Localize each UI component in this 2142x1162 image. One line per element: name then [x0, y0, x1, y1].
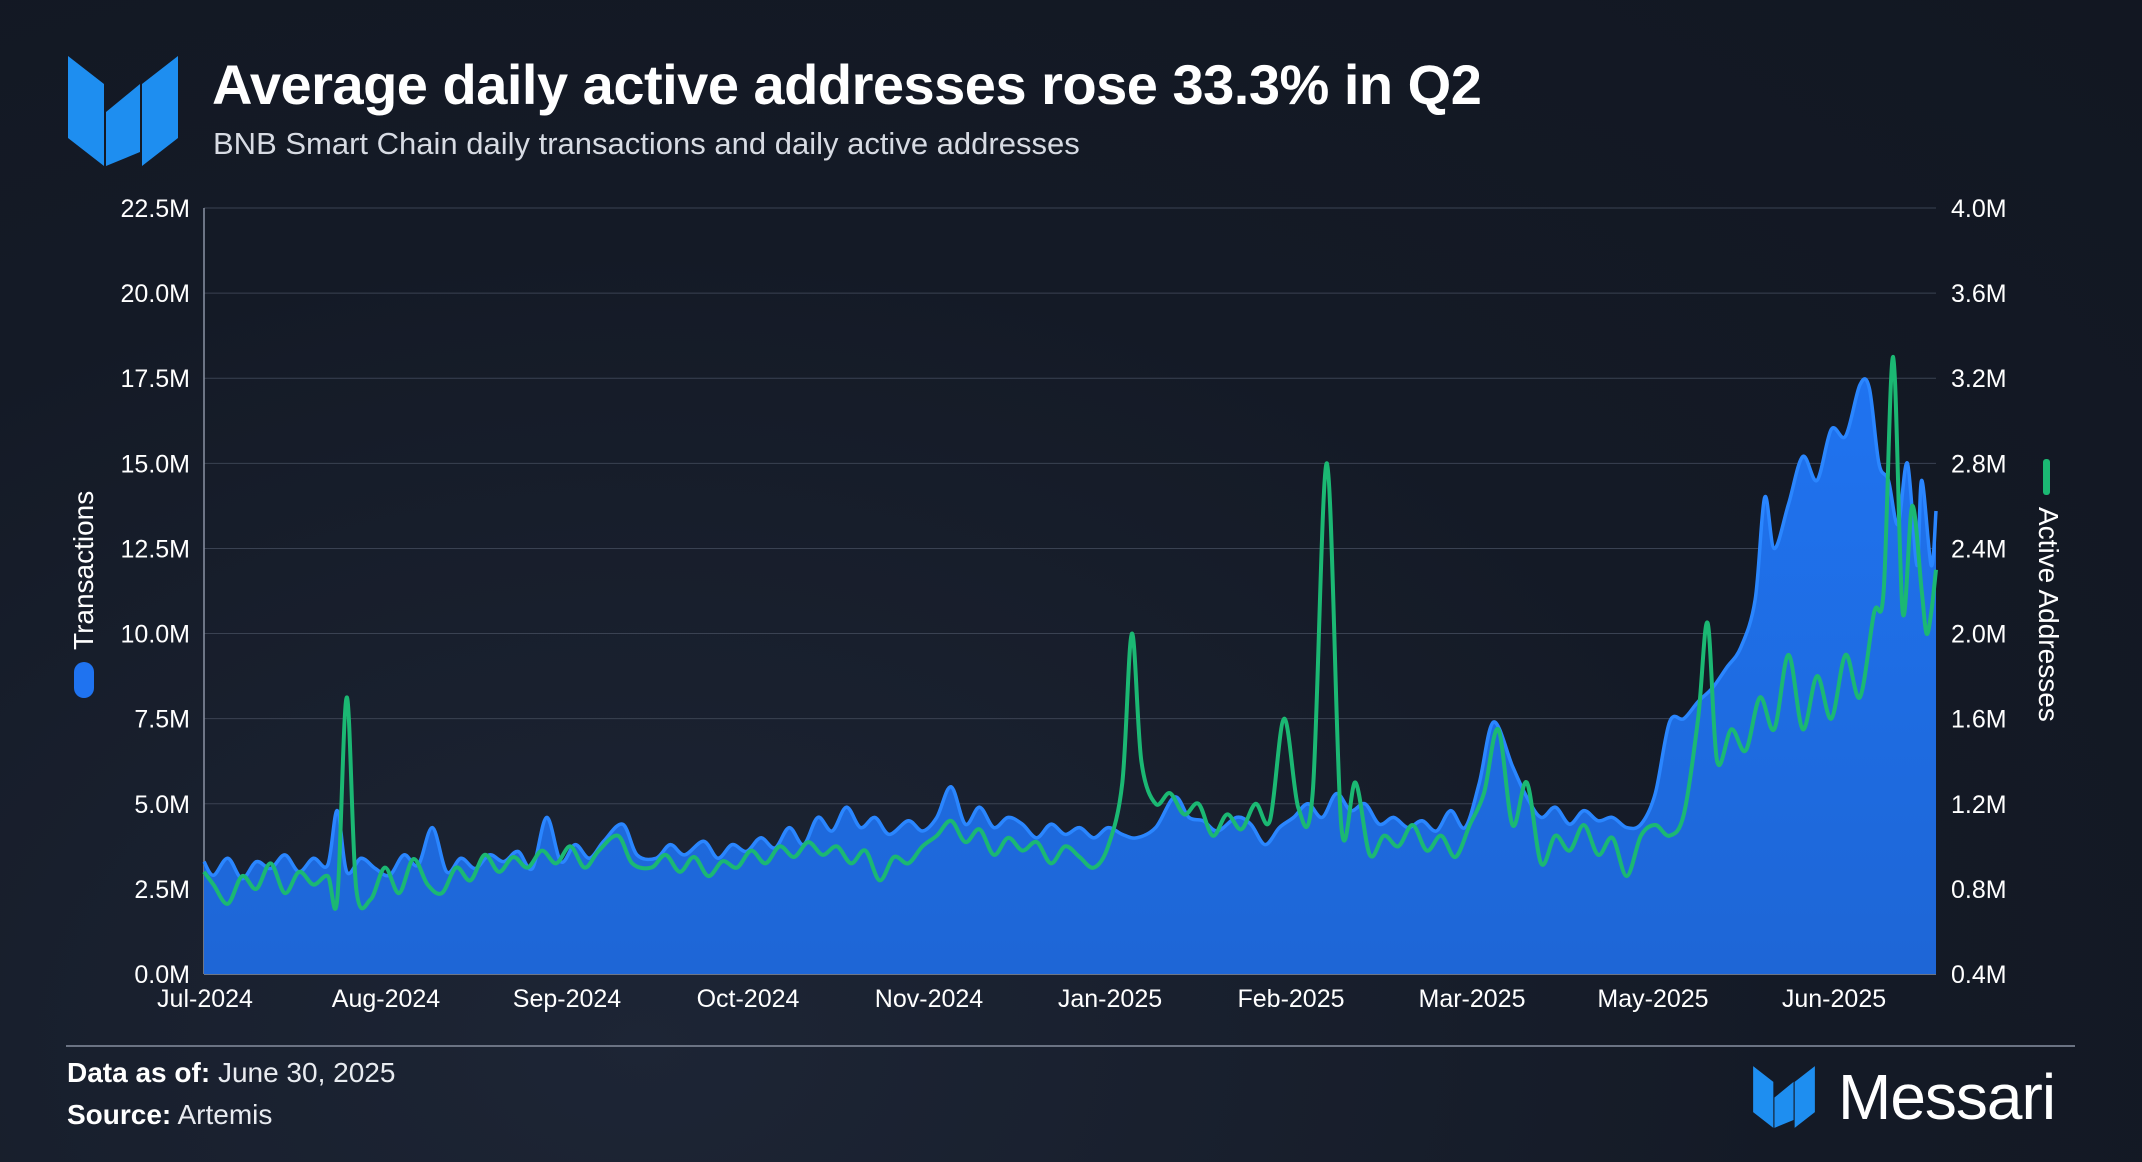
- left-axis-label: Transactions: [68, 491, 99, 650]
- left-tick-label: 12.5M: [121, 535, 190, 563]
- right-tick-label: 4.0M: [1951, 195, 2007, 223]
- x-tick-label: Jun-2025: [1782, 985, 1886, 1013]
- right-tick-label: 1.6M: [1951, 706, 2007, 734]
- left-tick-label: 7.5M: [134, 706, 190, 734]
- data-as-of-label: Data as of:: [67, 1057, 211, 1088]
- right-tick-label: 0.8M: [1951, 876, 2007, 904]
- x-tick-label: Jul-2024: [157, 985, 253, 1013]
- x-tick-label: Nov-2024: [875, 985, 983, 1013]
- x-tick-label: Mar-2025: [1419, 985, 1526, 1013]
- x-tick-label: Sep-2024: [513, 985, 622, 1013]
- active-addresses-series: [202, 354, 1938, 911]
- left-tick-label: 0.0M: [134, 961, 190, 989]
- x-axis-ticks: Jul-2024 Aug-2024 Sep-2024 Oct-2024 Nov-2024…: [157, 985, 1886, 1013]
- left-tick-label: 20.0M: [121, 280, 190, 308]
- data-as-of: Data as of: June 30, 2025: [67, 1057, 395, 1089]
- active-addresses-line: [202, 354, 1938, 911]
- transactions-series: [202, 377, 1938, 974]
- x-tick-label: May-2025: [1597, 985, 1708, 1013]
- source-value: Artemis: [177, 1099, 273, 1130]
- x-tick-label: Feb-2025: [1237, 985, 1344, 1013]
- x-tick-label: Aug-2024: [332, 985, 441, 1013]
- footer-divider: [66, 1045, 1076, 1047]
- brand-lockup: Messari: [1752, 1061, 2056, 1133]
- brand-name: Messari: [1838, 1061, 2056, 1133]
- active-addresses-legend-marker: [2043, 459, 2050, 495]
- right-axis-label: Active Addresses: [2033, 507, 2064, 722]
- source: Source: Artemis: [67, 1099, 272, 1131]
- data-as-of-value: June 30, 2025: [217, 1057, 396, 1088]
- messari-logo-icon: [68, 56, 178, 166]
- left-axis-ticks: 0.0M 2.5M 5.0M 7.5M 10.0M 12.5M 15.0M 17.5M 20.0…: [121, 195, 190, 989]
- right-tick-label: 2.8M: [1951, 450, 2007, 478]
- x-tick-label: Oct-2024: [697, 985, 800, 1013]
- messari-brand-icon: [1753, 1066, 1815, 1128]
- left-tick-label: 10.0M: [121, 621, 190, 649]
- left-axis-title: Transactions: [68, 491, 99, 698]
- transactions-area: [204, 378, 1936, 974]
- left-tick-label: 5.0M: [134, 791, 190, 819]
- chart-subtitle: BNB Smart Chain daily transactions and d…: [213, 126, 1080, 161]
- chart-title: Average daily active addresses rose 33.3…: [212, 53, 1482, 116]
- right-tick-label: 2.4M: [1951, 535, 2007, 563]
- x-tick-label: Jan-2025: [1058, 985, 1162, 1013]
- left-tick-label: 17.5M: [121, 365, 190, 393]
- left-tick-label: 2.5M: [134, 876, 190, 904]
- source-label: Source:: [67, 1099, 172, 1130]
- footer-divider-right: [1076, 1045, 2075, 1047]
- right-tick-label: 2.0M: [1951, 621, 2007, 649]
- right-tick-label: 1.2M: [1951, 791, 2007, 819]
- transactions-legend-marker: [74, 662, 94, 698]
- right-axis-title: Active Addresses: [2033, 459, 2064, 722]
- right-tick-label: 0.4M: [1951, 961, 2007, 989]
- left-tick-label: 22.5M: [121, 195, 190, 223]
- right-tick-label: 3.6M: [1951, 280, 2007, 308]
- left-tick-label: 15.0M: [121, 450, 190, 478]
- right-axis-ticks: 0.4M 0.8M 1.2M 1.6M 2.0M 2.4M 2.8M 3.2M 3.6M 4.0M: [1951, 195, 2007, 989]
- right-tick-label: 3.2M: [1951, 365, 2007, 393]
